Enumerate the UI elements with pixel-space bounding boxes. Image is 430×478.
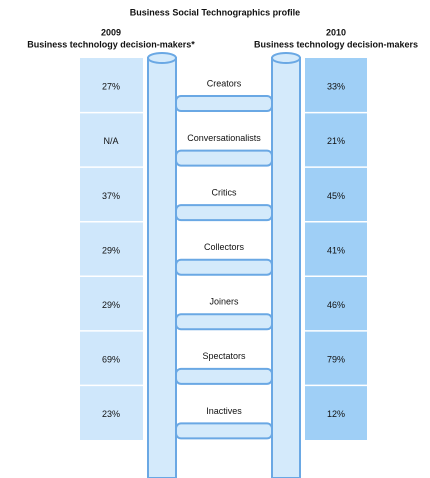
value-2010: 46%	[327, 300, 345, 310]
labels: 27% 33% Creators N/A 21% Conversationalists 37…	[102, 78, 345, 419]
rung	[175, 422, 273, 440]
column-year: 2010	[326, 27, 346, 37]
ladder-pole	[147, 57, 177, 478]
rung	[175, 95, 273, 112]
value-2010: 12%	[327, 409, 345, 419]
pole-top	[147, 52, 177, 64]
value-2009: 29%	[102, 300, 120, 310]
column-label: Business technology decision-makers	[254, 39, 418, 49]
value-2010: 45%	[327, 191, 345, 201]
rung	[175, 204, 273, 222]
columns	[80, 58, 367, 440]
rung	[175, 313, 273, 331]
rung	[175, 367, 273, 385]
column-bg	[305, 58, 367, 440]
rung-label: Creators	[207, 78, 242, 88]
rung-label: Critics	[212, 188, 237, 198]
rung-label: Inactives	[206, 406, 242, 416]
value-2009: 37%	[102, 191, 120, 201]
rung	[175, 149, 273, 167]
value-2009: 69%	[102, 355, 120, 365]
ladder	[147, 52, 301, 478]
value-2009: N/A	[103, 136, 118, 146]
title: Business Social Technographics profile	[130, 7, 300, 17]
rung-label: Joiners	[209, 297, 239, 307]
column-bg	[80, 58, 143, 440]
pole-top	[271, 52, 301, 64]
value-2010: 33%	[327, 82, 345, 92]
rung	[175, 258, 273, 276]
value-2010: 79%	[327, 355, 345, 365]
value-2009: 23%	[102, 409, 120, 419]
rung-label: Collectors	[204, 242, 245, 252]
column-label: Business technology decision-makers*	[27, 39, 195, 49]
rung-label: Conversationalists	[187, 133, 261, 143]
rung-label: Spectators	[202, 351, 246, 361]
ladder-pole	[271, 57, 301, 478]
value-2009: 27%	[102, 82, 120, 92]
column-year: 2009	[101, 27, 121, 37]
value-2009: 29%	[102, 245, 120, 255]
value-2010: 21%	[327, 136, 345, 146]
value-2010: 41%	[327, 245, 345, 255]
